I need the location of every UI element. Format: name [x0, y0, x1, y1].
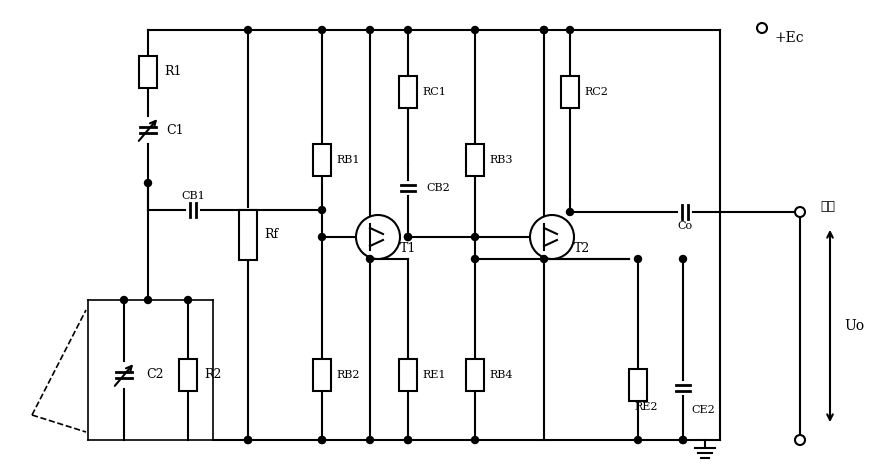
Text: CB1: CB1 [181, 191, 205, 201]
Circle shape [530, 215, 574, 259]
Circle shape [366, 26, 373, 34]
Text: R2: R2 [204, 368, 221, 382]
Circle shape [356, 215, 400, 259]
Circle shape [145, 179, 152, 186]
Text: RC1: RC1 [422, 87, 446, 97]
Circle shape [541, 26, 548, 34]
Circle shape [635, 437, 642, 444]
Circle shape [795, 207, 805, 217]
Circle shape [472, 26, 479, 34]
Bar [313, 144, 331, 176]
Text: RE1: RE1 [422, 370, 446, 380]
Circle shape [795, 435, 805, 445]
Circle shape [679, 255, 686, 263]
Circle shape [405, 234, 412, 240]
Circle shape [635, 255, 642, 263]
Circle shape [405, 437, 412, 444]
Bar [179, 359, 197, 391]
Text: T1: T1 [400, 243, 416, 255]
Circle shape [757, 23, 767, 33]
Circle shape [318, 437, 325, 444]
Circle shape [472, 255, 479, 263]
Circle shape [185, 297, 192, 304]
Bar [629, 369, 647, 401]
Text: RC2: RC2 [584, 87, 608, 97]
Circle shape [145, 297, 152, 304]
Circle shape [318, 207, 325, 213]
Bar [139, 56, 157, 88]
Circle shape [405, 437, 412, 444]
Circle shape [366, 437, 373, 444]
Circle shape [405, 26, 412, 34]
Circle shape [567, 209, 574, 216]
Circle shape [405, 234, 412, 240]
Text: RB1: RB1 [336, 155, 359, 165]
Text: CB2: CB2 [426, 183, 450, 193]
Bar [466, 144, 484, 176]
Bar [466, 359, 484, 391]
Text: R1: R1 [164, 65, 181, 79]
Text: RB2: RB2 [336, 370, 359, 380]
Circle shape [541, 255, 548, 263]
Bar [399, 76, 417, 108]
Circle shape [318, 26, 325, 34]
Text: RB4: RB4 [489, 370, 513, 380]
Circle shape [472, 437, 479, 444]
Text: Co: Co [678, 221, 692, 231]
Text: C2: C2 [146, 368, 164, 382]
Circle shape [120, 297, 127, 304]
Bar [399, 359, 417, 391]
Text: 输出: 输出 [820, 201, 835, 213]
Circle shape [244, 437, 251, 444]
Bar [313, 359, 331, 391]
Circle shape [318, 437, 325, 444]
Text: CE2: CE2 [691, 405, 715, 415]
Text: RB3: RB3 [489, 155, 513, 165]
Circle shape [318, 234, 325, 240]
Text: RE2: RE2 [634, 402, 657, 412]
Circle shape [244, 437, 251, 444]
Circle shape [366, 255, 373, 263]
Bar [239, 210, 257, 260]
Circle shape [679, 437, 686, 444]
Circle shape [244, 26, 251, 34]
Circle shape [567, 26, 574, 34]
Bar [561, 76, 579, 108]
Text: T2: T2 [574, 243, 590, 255]
Text: +Ec: +Ec [775, 31, 805, 45]
Text: Rf: Rf [264, 228, 278, 242]
Text: C1: C1 [166, 123, 184, 137]
Circle shape [541, 26, 548, 34]
Text: Uo: Uo [844, 319, 864, 333]
Circle shape [472, 234, 479, 240]
Circle shape [679, 437, 686, 444]
